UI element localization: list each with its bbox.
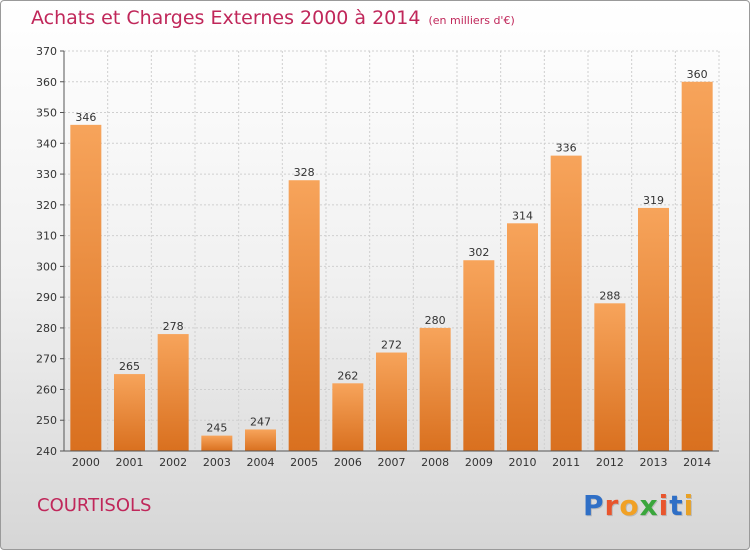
x-tick-label: 2009 <box>465 456 493 469</box>
chart-title: Achats et Charges Externes 2000 à 2014 (e… <box>31 7 515 29</box>
bar <box>550 155 582 451</box>
x-tick-label: 2011 <box>552 456 580 469</box>
bar-value-label: 319 <box>643 194 664 207</box>
proxiti-logo: Proxiti <box>583 489 694 522</box>
logo-letter: t <box>669 489 684 522</box>
bars <box>70 81 713 452</box>
y-tick-label: 340 <box>36 137 57 150</box>
y-tick-label: 330 <box>36 168 57 181</box>
y-tick-label: 360 <box>36 76 57 89</box>
bar <box>70 124 102 451</box>
bar <box>507 223 538 451</box>
logo-letter: P <box>583 489 605 522</box>
y-tick-label: 250 <box>36 414 57 427</box>
bar-value-label: 328 <box>294 166 315 179</box>
x-tick-label: 2003 <box>203 456 231 469</box>
bar-value-label: 245 <box>206 422 227 435</box>
x-tick-label: 2008 <box>421 456 449 469</box>
bar <box>332 383 364 451</box>
bar <box>157 334 189 451</box>
x-tick-label: 2010 <box>509 456 537 469</box>
axes: 2402502602702802903003103203303403503603… <box>36 45 719 469</box>
logo-letter: o <box>619 489 640 522</box>
bar-value-label: 278 <box>163 320 184 333</box>
bar <box>288 180 320 451</box>
bar-value-label: 360 <box>687 68 708 81</box>
y-tick-label: 290 <box>36 291 57 304</box>
y-tick-label: 310 <box>36 230 57 243</box>
bar <box>201 435 233 451</box>
bar <box>594 303 626 451</box>
x-tick-label: 2012 <box>596 456 624 469</box>
x-tick-label: 2000 <box>72 456 100 469</box>
chart-title-text: Achats et Charges Externes 2000 à 2014 <box>31 7 421 29</box>
bar <box>245 429 276 451</box>
bar-value-label: 280 <box>425 314 446 327</box>
x-tick-label: 2001 <box>116 456 144 469</box>
y-tick-label: 260 <box>36 383 57 396</box>
y-tick-label: 280 <box>36 322 57 335</box>
x-tick-label: 2007 <box>378 456 406 469</box>
bar <box>463 260 495 451</box>
bar-value-label: 302 <box>468 246 489 259</box>
bar <box>681 81 713 452</box>
x-tick-label: 2014 <box>683 456 711 469</box>
x-tick-label: 2006 <box>334 456 362 469</box>
data-labels: 346 265 278 245 247 328 262 272 280 302 314 336 288 3… <box>75 68 707 435</box>
bar-value-label: 336 <box>556 142 577 155</box>
y-tick-label: 270 <box>36 353 57 366</box>
bar-value-label: 288 <box>599 289 620 302</box>
y-tick-label: 300 <box>36 260 57 273</box>
y-tick-label: 320 <box>36 199 57 212</box>
bar-value-label: 262 <box>337 369 358 382</box>
logo-letter: x <box>639 489 659 522</box>
bar-value-label: 272 <box>381 339 402 352</box>
y-tick-label: 370 <box>36 45 57 58</box>
y-tick-label: 350 <box>36 107 57 120</box>
bar-value-label: 247 <box>250 415 271 428</box>
logo-letter: r <box>604 489 620 522</box>
chart-subtitle: (en milliers d'€) <box>428 14 515 27</box>
bar-value-label: 346 <box>75 111 96 124</box>
x-tick-label: 2002 <box>159 456 187 469</box>
bar <box>638 207 669 451</box>
y-tick-label: 240 <box>36 445 57 458</box>
bar-value-label: 314 <box>512 209 533 222</box>
logo-letter: i <box>683 489 695 522</box>
x-tick-label: 2004 <box>247 456 275 469</box>
location-label: COURTISOLS <box>37 495 152 516</box>
logo-letter: i <box>658 489 670 522</box>
bar <box>419 327 451 451</box>
x-tick-label: 2013 <box>640 456 668 469</box>
bar <box>114 374 145 451</box>
bar-value-label: 265 <box>119 360 140 373</box>
bar <box>376 352 407 451</box>
x-tick-label: 2005 <box>290 456 318 469</box>
